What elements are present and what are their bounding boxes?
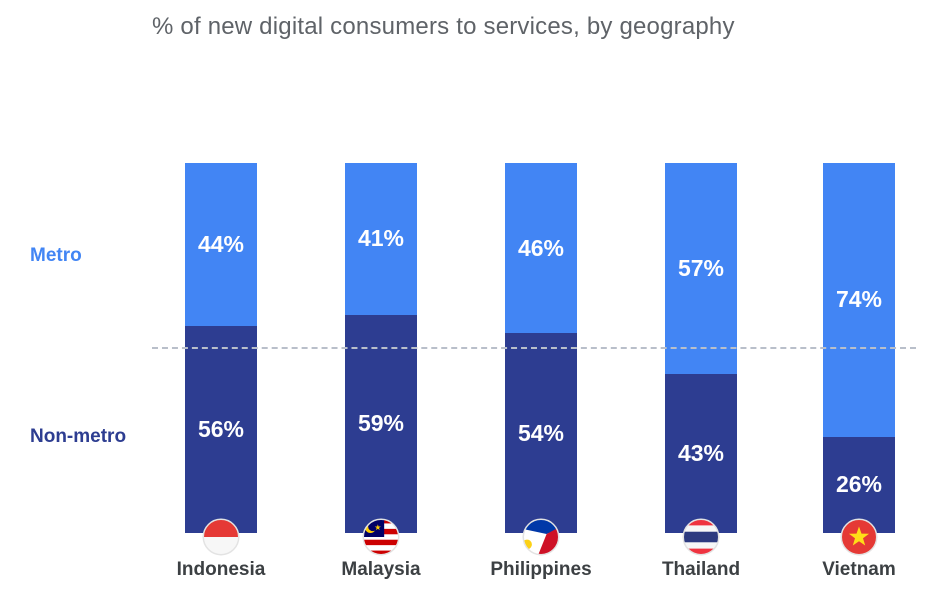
metro-value-label-malaysia: 41% xyxy=(357,225,405,252)
country-label-thailand: Thailand xyxy=(661,559,741,580)
indonesia-flag-icon xyxy=(202,518,240,556)
metro-segment-vietnam: 74% xyxy=(823,163,895,437)
non-metro-segment-vietnam: 26% xyxy=(823,436,895,533)
metro-segment-malaysia: 41% xyxy=(345,163,417,315)
country-label-malaysia: Malaysia xyxy=(341,559,421,580)
metro-value-label-vietnam: 74% xyxy=(835,286,883,313)
vietnam-flag-icon xyxy=(840,518,878,556)
non-metro-segment-thailand: 43% xyxy=(665,373,737,533)
metro-legend-label: Metro xyxy=(30,245,82,266)
fifty-percent-reference-line xyxy=(152,347,916,349)
non-metro-value-label-indonesia: 56% xyxy=(197,415,245,442)
bar-thailand: 57% 43% xyxy=(665,163,737,533)
country-label-indonesia: Indonesia xyxy=(176,559,266,580)
malaysia-flag-icon xyxy=(362,518,400,556)
bar-indonesia: 44% 56% xyxy=(185,163,257,533)
metro-value-label-indonesia: 44% xyxy=(197,230,245,257)
non-metro-legend-label: Non-metro xyxy=(30,426,127,447)
metro-value-label-philippines: 46% xyxy=(517,234,565,261)
bar-philippines: 46% 54% xyxy=(505,163,577,533)
metro-value-label-thailand: 57% xyxy=(677,254,725,281)
non-metro-value-label-thailand: 43% xyxy=(677,439,725,466)
thailand-flag-icon xyxy=(682,518,720,556)
metro-segment-indonesia: 44% xyxy=(185,163,257,326)
non-metro-value-label-philippines: 54% xyxy=(517,419,565,446)
non-metro-segment-philippines: 54% xyxy=(505,333,577,533)
non-metro-segment-malaysia: 59% xyxy=(345,314,417,533)
non-metro-value-label-malaysia: 59% xyxy=(357,410,405,437)
country-label-vietnam: Vietnam xyxy=(822,559,896,580)
bar-vietnam: 74% 26% xyxy=(823,163,895,533)
metro-segment-philippines: 46% xyxy=(505,163,577,334)
bar-malaysia: 41% 59% xyxy=(345,163,417,533)
non-metro-segment-indonesia: 56% xyxy=(185,325,257,533)
metro-segment-thailand: 57% xyxy=(665,163,737,374)
non-metro-value-label-vietnam: 26% xyxy=(835,471,883,498)
chart-title: % of new digital consumers to services, … xyxy=(152,13,735,40)
philippines-flag-icon xyxy=(522,518,560,556)
country-label-philippines: Philippines xyxy=(490,559,592,580)
